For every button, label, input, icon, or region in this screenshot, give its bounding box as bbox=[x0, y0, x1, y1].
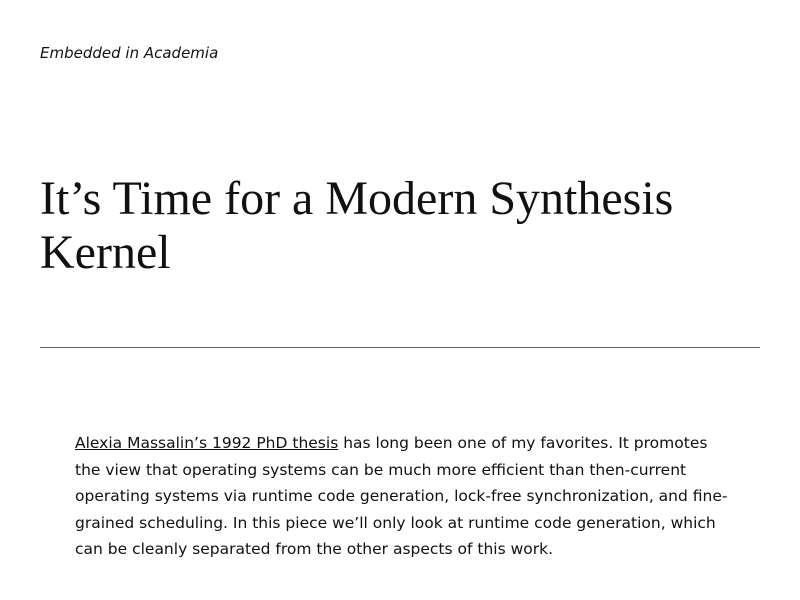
post-paragraph: Alexia Massalin’s 1992 PhD thesis has lo… bbox=[75, 430, 735, 563]
site-title-link[interactable]: Embedded in Academia bbox=[40, 44, 219, 62]
paragraph-text: has long been one of my favorites. It pr… bbox=[75, 434, 728, 558]
post-title: It’s Time for a Modern Synthesis Kernel bbox=[40, 172, 674, 279]
thesis-link[interactable]: Alexia Massalin’s 1992 PhD thesis bbox=[75, 434, 339, 452]
title-divider bbox=[40, 347, 760, 348]
